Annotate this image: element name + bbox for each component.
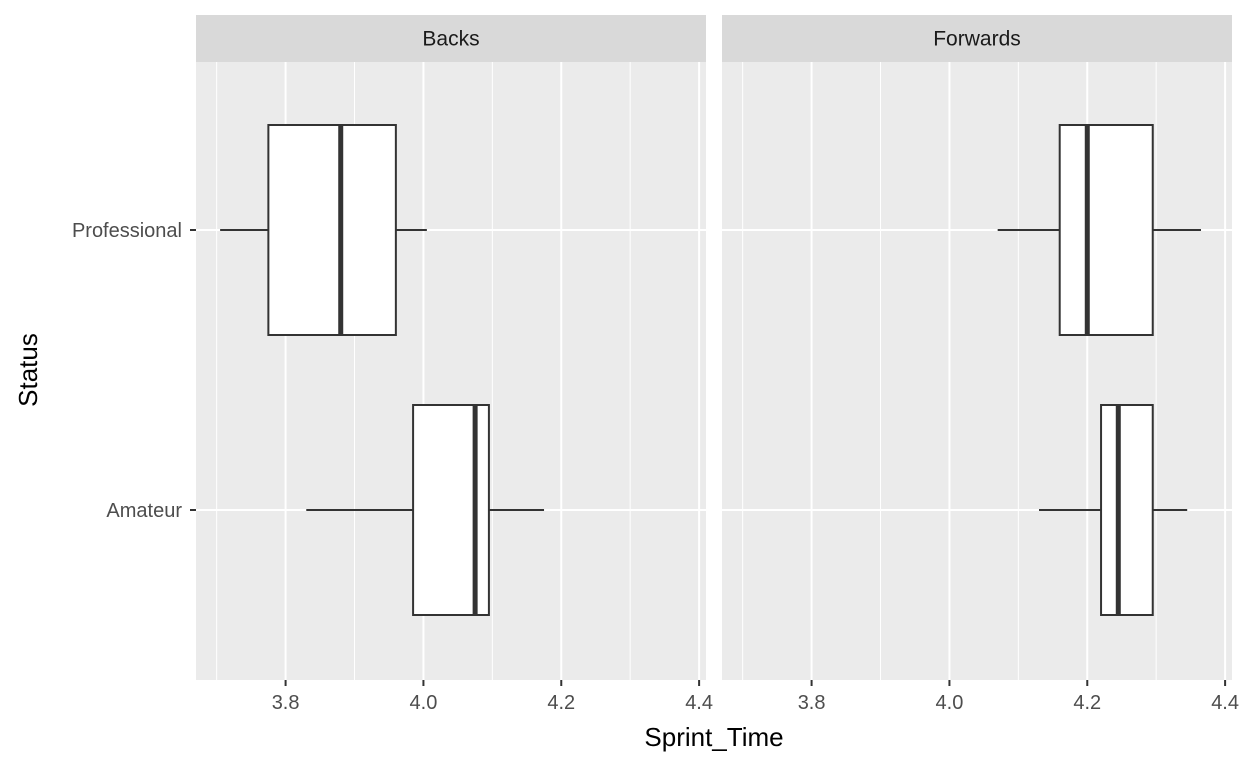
box-amateur	[306, 404, 545, 616]
facet-strip	[722, 15, 1232, 62]
y-axis-title: Status	[13, 333, 43, 407]
x-tick-label: 4.0	[410, 692, 438, 714]
iqr-box	[1100, 404, 1154, 616]
y-tick-label: Professional	[72, 220, 182, 242]
facet-panel-backs: Backs 3.8 4.0 4.2 4.4	[196, 15, 713, 714]
x-tick-label: 3.8	[798, 692, 826, 714]
x-tick-label: 4.2	[1073, 692, 1101, 714]
box-amateur	[1039, 404, 1188, 616]
facet-strip-label: Forwards	[933, 28, 1021, 51]
facet-panel-forwards: Forwards 3.8 4.0 4.2 4.4	[722, 15, 1239, 714]
facet-strip	[196, 15, 706, 62]
panel-background	[722, 62, 1232, 680]
iqr-box	[267, 124, 397, 336]
x-tick-label: 4.4	[685, 692, 713, 714]
box-professional	[220, 124, 427, 336]
facet-strip-label: Backs	[422, 28, 479, 51]
facet-panels: Backs 3.8 4.0 4.2 4.4 Forwards 3.8 4.0 4.2 4.4	[196, 15, 1239, 714]
x-tick-label: 4.2	[547, 692, 575, 714]
x-tick-label: 3.8	[272, 692, 300, 714]
y-tick-label: Amateur	[106, 500, 182, 522]
x-tick-label: 4.0	[936, 692, 964, 714]
x-axis-title: Sprint_Time	[644, 722, 783, 752]
y-axis: Professional Amateur	[72, 220, 196, 522]
iqr-box	[1058, 124, 1154, 336]
box-professional	[997, 124, 1201, 336]
x-tick-label: 4.4	[1211, 692, 1239, 714]
